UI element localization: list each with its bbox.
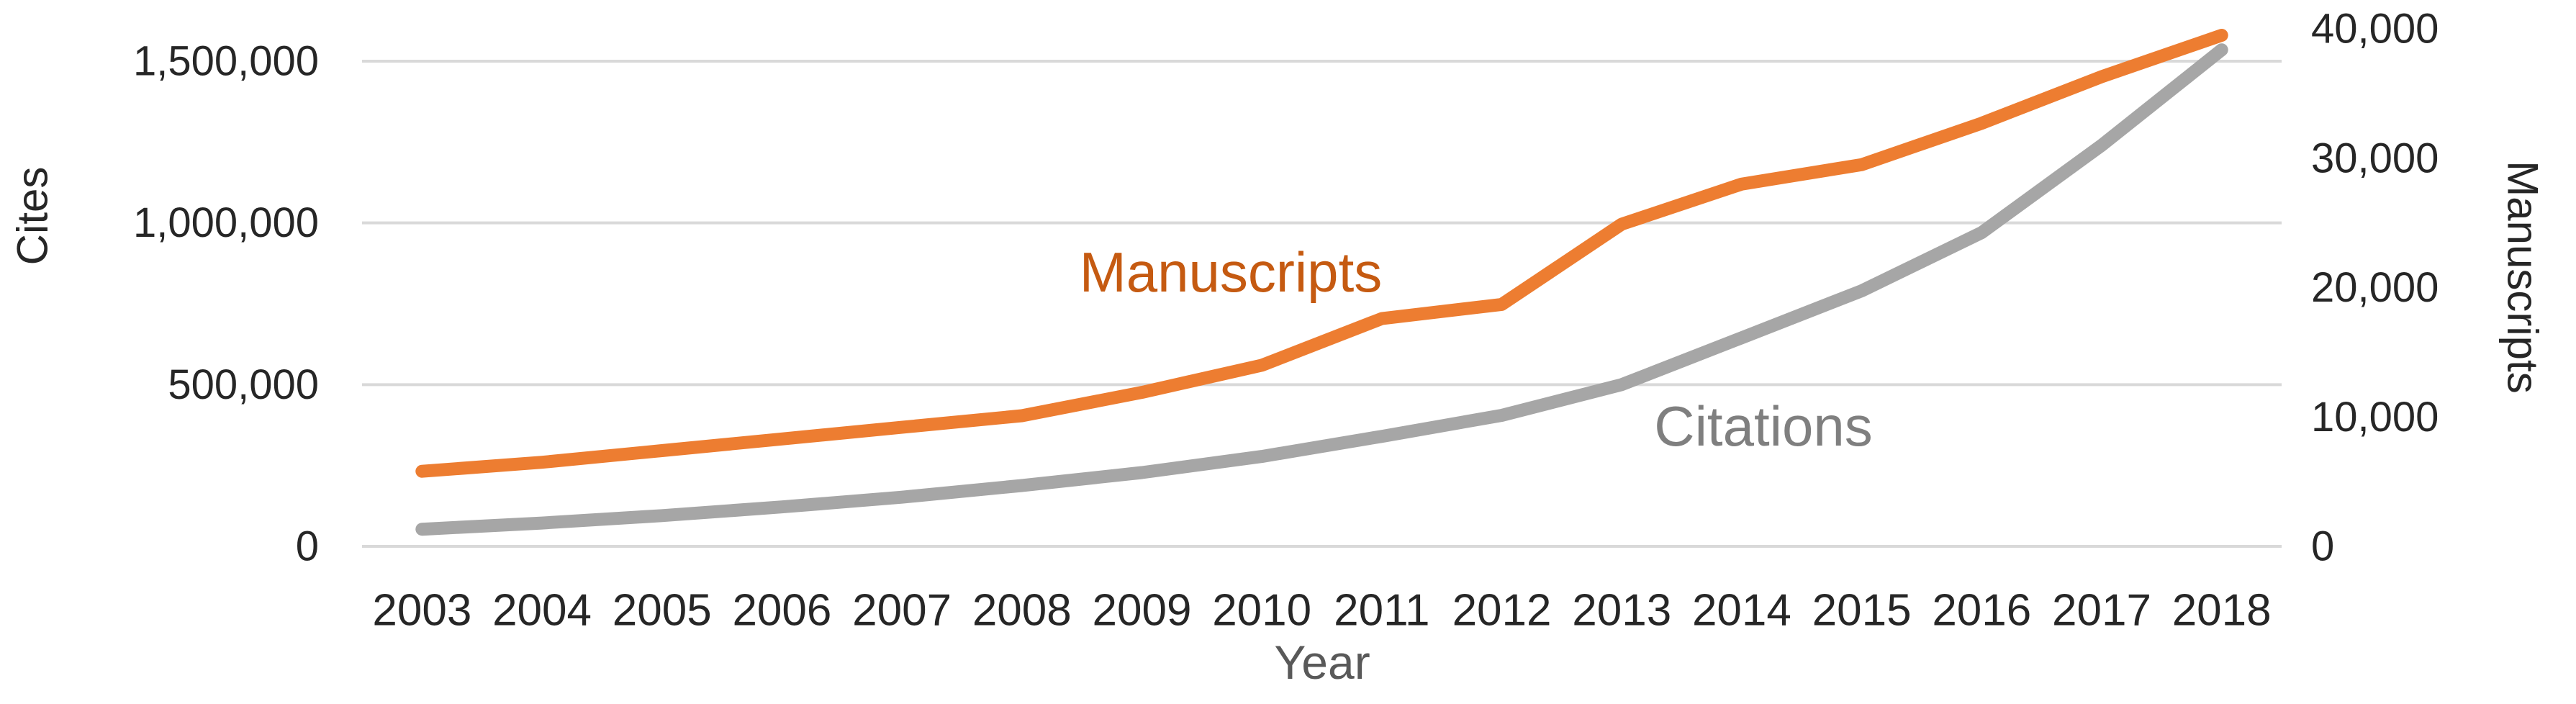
right-axis-title: Manuscripts bbox=[2499, 161, 2547, 393]
year-tick-label: 2004 bbox=[492, 586, 592, 636]
year-tick-label: 2015 bbox=[1812, 586, 1912, 636]
year-tick-label: 2014 bbox=[1692, 586, 1791, 636]
x-axis-tick-labels: 2003 2004 2005 2006 2007 2008 2009 2010 2011 2012… bbox=[372, 586, 2271, 636]
manuscripts-line bbox=[415, 29, 2228, 478]
left-axis-tick-label: 500,000 bbox=[168, 361, 319, 408]
year-tick-label: 2003 bbox=[372, 586, 471, 636]
right-axis-tick-label: 10,000 bbox=[2311, 394, 2439, 441]
year-tick-label: 2017 bbox=[2052, 586, 2151, 636]
left-axis-tick-label: 1,000,000 bbox=[133, 199, 319, 246]
year-tick-label: 2011 bbox=[1334, 586, 1429, 636]
series-lines bbox=[415, 29, 2228, 536]
citations-line bbox=[415, 43, 2228, 536]
x-axis-title: Year bbox=[1274, 636, 1370, 689]
year-tick-label: 2016 bbox=[1932, 586, 2031, 636]
right-axis-tick-label: 0 bbox=[2311, 523, 2334, 570]
year-tick-label: 2012 bbox=[1452, 586, 1552, 636]
left-axis-tick-label: 1,500,000 bbox=[133, 37, 319, 84]
right-axis-tick-label: 40,000 bbox=[2311, 6, 2439, 53]
citations-series-label: Citations bbox=[1654, 394, 1872, 458]
year-tick-label: 2007 bbox=[852, 586, 952, 636]
year-tick-label: 2009 bbox=[1093, 586, 1192, 636]
year-tick-label: 2018 bbox=[2172, 586, 2272, 636]
gridlines bbox=[362, 59, 2282, 548]
right-axis-tick-labels: 0 10,000 20,000 30,000 40,000 bbox=[2311, 6, 2439, 570]
left-axis-tick-label: 0 bbox=[296, 523, 319, 570]
manuscripts-series-label: Manuscripts bbox=[1080, 240, 1382, 304]
left-axis-title: Cites bbox=[9, 167, 57, 266]
year-tick-label: 2008 bbox=[972, 586, 1072, 636]
year-tick-label: 2013 bbox=[1572, 586, 1671, 636]
year-tick-label: 2006 bbox=[732, 586, 831, 636]
right-axis-tick-label: 30,000 bbox=[2311, 135, 2439, 181]
year-tick-label: 2005 bbox=[613, 586, 712, 636]
left-axis-tick-labels: 0 500,000 1,000,000 1,500,000 bbox=[133, 37, 319, 569]
year-tick-label: 2010 bbox=[1212, 586, 1311, 636]
right-axis-tick-label: 20,000 bbox=[2311, 264, 2439, 311]
